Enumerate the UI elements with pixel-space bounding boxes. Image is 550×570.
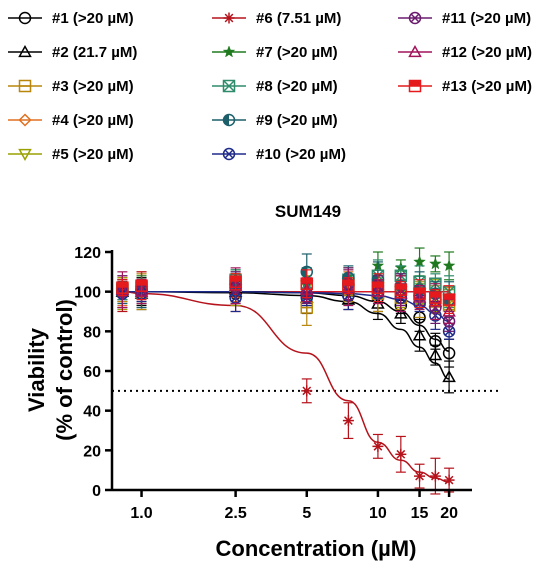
- data-point: [135, 279, 148, 292]
- legend-item: #4 (>20 µM): [8, 112, 134, 129]
- data-point: [414, 470, 426, 482]
- legend-item: #12 (>20 µM): [398, 44, 532, 61]
- legend-label: #13 (>20 µM): [442, 78, 532, 95]
- plot-area: [112, 247, 500, 495]
- data-point: [394, 283, 408, 296]
- fit-curve: [122, 290, 450, 380]
- legend-marker: [18, 148, 32, 162]
- x-tick-label: 5: [302, 505, 311, 522]
- legend-label: #1 (>20 µM): [52, 10, 134, 27]
- legend-item: #11 (>20 µM): [398, 10, 531, 27]
- data-point: [429, 257, 442, 270]
- y-axis-label: Viability: [24, 327, 49, 412]
- data-point: [412, 328, 427, 341]
- data-point: [395, 448, 407, 460]
- x-tick-label: 20: [440, 505, 458, 522]
- legend-label: #5 (>20 µM): [52, 146, 134, 163]
- x-tick-label: 1.0: [130, 505, 152, 522]
- legend-marker: [222, 79, 236, 93]
- y-axis-label-unit: (% of control): [52, 299, 77, 441]
- y-tick-label: 60: [83, 364, 101, 381]
- y-tick-label: 100: [74, 285, 101, 302]
- data-point: [442, 293, 456, 306]
- data-point: [116, 281, 129, 294]
- legend-item: #2 (21.7 µM): [8, 44, 137, 61]
- legend-item: #5 (>20 µM): [8, 146, 134, 163]
- legend-item: #10 (>20 µM): [212, 146, 346, 163]
- y-tick-label: 0: [92, 483, 101, 500]
- legend-label: #11 (>20 µM): [442, 10, 531, 27]
- data-point: [413, 287, 426, 300]
- data-point: [342, 415, 354, 427]
- data-point: [442, 259, 456, 272]
- x-axis-label: Concentration (µM): [216, 536, 417, 561]
- legend-label: #10 (>20 µM): [256, 146, 346, 163]
- legend-marker: [18, 44, 32, 58]
- axes: 0 20 40 60 80 100 120 1.0 2.5 5 10 15 20: [74, 245, 472, 522]
- data-point: [442, 346, 456, 360]
- legend-marker: [18, 113, 32, 127]
- x-tick-label: 15: [411, 505, 429, 522]
- data-point: [300, 277, 314, 290]
- legend-marker: [408, 79, 422, 93]
- series: [116, 269, 456, 315]
- legend-marker: [408, 44, 422, 58]
- legend-item: #8 (>20 µM): [212, 78, 338, 95]
- data-point: [429, 291, 442, 304]
- legend-item: #7 (>20 µM): [212, 44, 338, 61]
- data-point: [371, 281, 385, 294]
- data-point: [429, 470, 441, 482]
- legend-label: #7 (>20 µM): [256, 44, 338, 61]
- x-tick-label: 10: [369, 505, 387, 522]
- legend-item: #1 (>20 µM): [8, 10, 134, 27]
- data-point: [428, 348, 443, 361]
- chart-title: SUM149: [275, 202, 341, 221]
- fit-curve: [122, 290, 450, 323]
- legend-marker: [408, 11, 422, 25]
- legend-label: #8 (>20 µM): [256, 78, 338, 95]
- legend-label: #6 (7.51 µM): [256, 10, 341, 27]
- y-tick-label: 40: [83, 404, 101, 421]
- legend-label: #9 (>20 µM): [256, 112, 338, 129]
- legend: #1 (>20 µM) #2 (21.7 µM) #3 (>20 µM) #4 (>2…: [8, 10, 532, 163]
- data-point: [394, 306, 408, 319]
- legend-label: #12 (>20 µM): [442, 44, 532, 61]
- data-point: [443, 474, 455, 486]
- fit-curve: [122, 290, 450, 483]
- legend-item: #3 (>20 µM): [8, 78, 134, 95]
- legend-item: #9 (>20 µM): [212, 112, 338, 129]
- legend-marker: [222, 147, 236, 161]
- legend-label: #4 (>20 µM): [52, 112, 134, 129]
- legend-label: #3 (>20 µM): [52, 78, 134, 95]
- x-tick-label: 2.5: [224, 505, 246, 522]
- data-point: [342, 279, 355, 292]
- data-point: [229, 275, 242, 288]
- legend-marker: [222, 45, 236, 58]
- data-point: [301, 385, 313, 397]
- legend-marker: [18, 11, 32, 25]
- legend-item: #6 (7.51 µM): [212, 10, 341, 27]
- y-tick-label: 80: [83, 324, 101, 341]
- data-point: [442, 369, 456, 383]
- data-point: [442, 304, 456, 317]
- y-tick-label: 20: [83, 443, 101, 460]
- legend-item: #13 (>20 µM): [398, 78, 532, 95]
- y-tick-label: 120: [74, 245, 101, 262]
- legend-marker: [223, 12, 235, 24]
- data-point: [413, 255, 426, 268]
- data-point: [372, 440, 384, 452]
- legend-label: #2 (21.7 µM): [52, 44, 137, 61]
- legend-marker: [222, 113, 236, 127]
- legend-marker: [18, 79, 32, 93]
